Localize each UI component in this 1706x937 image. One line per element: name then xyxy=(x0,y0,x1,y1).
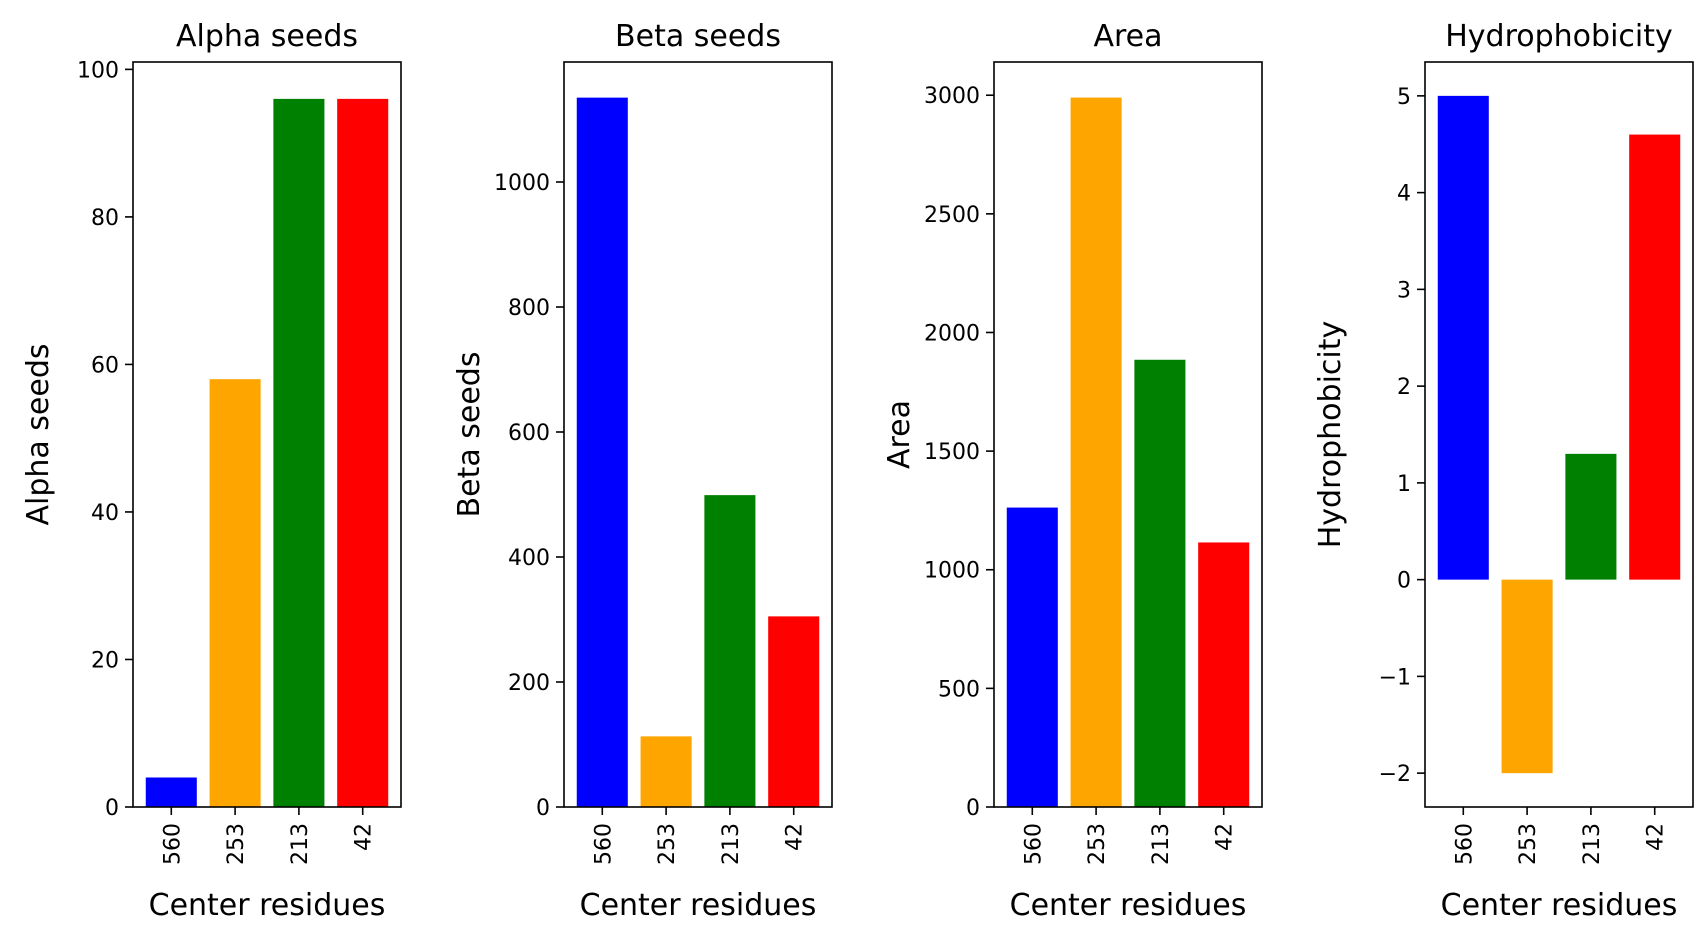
hydrophobicity-y-tick-label: 4 xyxy=(1397,182,1411,207)
beta-seeds-panel: 0 200 400 600 800 1000 560 253 213 42 Beta seeds Ce… xyxy=(452,19,833,923)
area-y-tick-label: 0 xyxy=(966,796,980,821)
beta-seeds-y-tick-label: 600 xyxy=(508,421,550,446)
alpha-seeds-y-tick-label: 100 xyxy=(77,58,119,83)
hydrophobicity-y-tick-label: −2 xyxy=(1379,762,1411,787)
area-y-axis-label: Area xyxy=(882,400,917,469)
beta-seeds-x-tick-label: 560 xyxy=(591,823,616,865)
alpha-seeds-bar-253 xyxy=(209,379,261,807)
area-x-axis-label: Center residues xyxy=(1010,888,1247,923)
area-y-tick-label: 500 xyxy=(938,677,980,702)
area-y-tick-label: 2000 xyxy=(924,321,980,346)
area-plot-frame xyxy=(993,61,1263,808)
alpha-seeds-x-tick-label: 213 xyxy=(288,823,313,865)
alpha-seeds-panel: 0 20 40 60 80 100 560 253 213 42 Alpha seeds Center… xyxy=(21,19,402,923)
beta-seeds-x-tick-label: 42 xyxy=(783,823,808,851)
beta-seeds-bar-213 xyxy=(704,495,756,807)
hydrophobicity-bar-42 xyxy=(1629,134,1681,580)
hydrophobicity-y-tick-label: 2 xyxy=(1397,375,1411,400)
alpha-seeds-y-tick-label: 60 xyxy=(91,353,119,378)
area-x-tick-label: 253 xyxy=(1085,823,1110,865)
beta-seeds-y-tick-label: 200 xyxy=(508,671,550,696)
hydrophobicity-bar-253 xyxy=(1501,579,1553,774)
area-x-tick-label: 42 xyxy=(1213,823,1238,851)
area-y-tick-label: 1500 xyxy=(924,440,980,465)
beta-seeds-title: Beta seeds xyxy=(615,19,781,54)
hydrophobicity-title: Hydrophobicity xyxy=(1445,19,1673,54)
area-bar-560 xyxy=(1006,507,1058,807)
hydrophobicity-y-tick-label: 5 xyxy=(1397,85,1411,110)
alpha-seeds-bar-42 xyxy=(337,98,389,808)
alpha-seeds-y-tick-label: 20 xyxy=(91,648,119,673)
beta-seeds-bar-42 xyxy=(768,616,820,807)
alpha-seeds-x-tick-label: 42 xyxy=(352,823,377,851)
beta-seeds-x-tick-label: 213 xyxy=(719,823,744,865)
hydrophobicity-bar-560 xyxy=(1437,95,1489,580)
beta-seeds-y-tick-label: 0 xyxy=(536,796,550,821)
hydrophobicity-panel: −2 −1 0 1 2 3 4 5 560 253 213 42 Hydrophobicity Cente… xyxy=(1313,19,1694,923)
alpha-seeds-y-tick-label: 80 xyxy=(91,206,119,231)
area-panel: 0 500 1000 1500 2000 2500 3000 560 253 213 42 Area C… xyxy=(882,19,1263,923)
hydrophobicity-y-tick-label: −1 xyxy=(1379,665,1411,690)
hydrophobicity-x-axis-label: Center residues xyxy=(1441,888,1678,923)
beta-seeds-bar-253 xyxy=(640,736,692,807)
alpha-seeds-y-tick-label: 0 xyxy=(105,796,119,821)
beta-seeds-bar-560 xyxy=(576,97,628,807)
alpha-seeds-bar-560 xyxy=(145,777,197,807)
alpha-seeds-x-tick-label: 560 xyxy=(160,823,185,865)
alpha-seeds-plot-frame xyxy=(132,61,402,808)
hydrophobicity-x-tick-label: 213 xyxy=(1580,823,1605,865)
hydrophobicity-x-tick-label: 253 xyxy=(1516,823,1541,865)
beta-seeds-y-tick-label: 1000 xyxy=(494,171,550,196)
beta-seeds-y-tick-label: 400 xyxy=(508,546,550,571)
hydrophobicity-y-tick-label: 3 xyxy=(1397,278,1411,303)
alpha-seeds-y-axis-label: Alpha seeds xyxy=(21,343,56,525)
area-x-tick-label: 560 xyxy=(1021,823,1046,865)
beta-seeds-x-tick-label: 253 xyxy=(655,823,680,865)
alpha-seeds-y-tick-label: 40 xyxy=(91,501,119,526)
alpha-seeds-x-tick-label: 253 xyxy=(224,823,249,865)
area-bar-42 xyxy=(1198,542,1250,807)
hydrophobicity-y-tick-label: 1 xyxy=(1397,472,1411,497)
beta-seeds-y-axis-label: Beta seeds xyxy=(452,352,487,518)
alpha-seeds-title: Alpha seeds xyxy=(176,19,358,54)
area-title: Area xyxy=(1093,19,1162,54)
hydrophobicity-x-tick-label: 42 xyxy=(1644,823,1669,851)
hydrophobicity-bar-213 xyxy=(1565,453,1617,580)
area-bar-253 xyxy=(1070,97,1122,807)
beta-seeds-plot-frame xyxy=(563,61,833,808)
area-y-tick-label: 1000 xyxy=(924,559,980,584)
hydrophobicity-y-tick-label: 0 xyxy=(1397,569,1411,594)
alpha-seeds-x-axis-label: Center residues xyxy=(149,888,386,923)
area-y-tick-label: 3000 xyxy=(924,84,980,109)
alpha-seeds-bar-213 xyxy=(273,98,325,808)
beta-seeds-x-axis-label: Center residues xyxy=(580,888,817,923)
area-bar-213 xyxy=(1134,359,1186,807)
hydrophobicity-x-tick-label: 560 xyxy=(1452,823,1477,865)
beta-seeds-y-tick-label: 800 xyxy=(508,296,550,321)
area-y-tick-label: 2500 xyxy=(924,203,980,228)
area-x-tick-label: 213 xyxy=(1149,823,1174,865)
hydrophobicity-plot-frame xyxy=(1424,61,1694,808)
hydrophobicity-y-axis-label: Hydrophobicity xyxy=(1313,321,1348,549)
